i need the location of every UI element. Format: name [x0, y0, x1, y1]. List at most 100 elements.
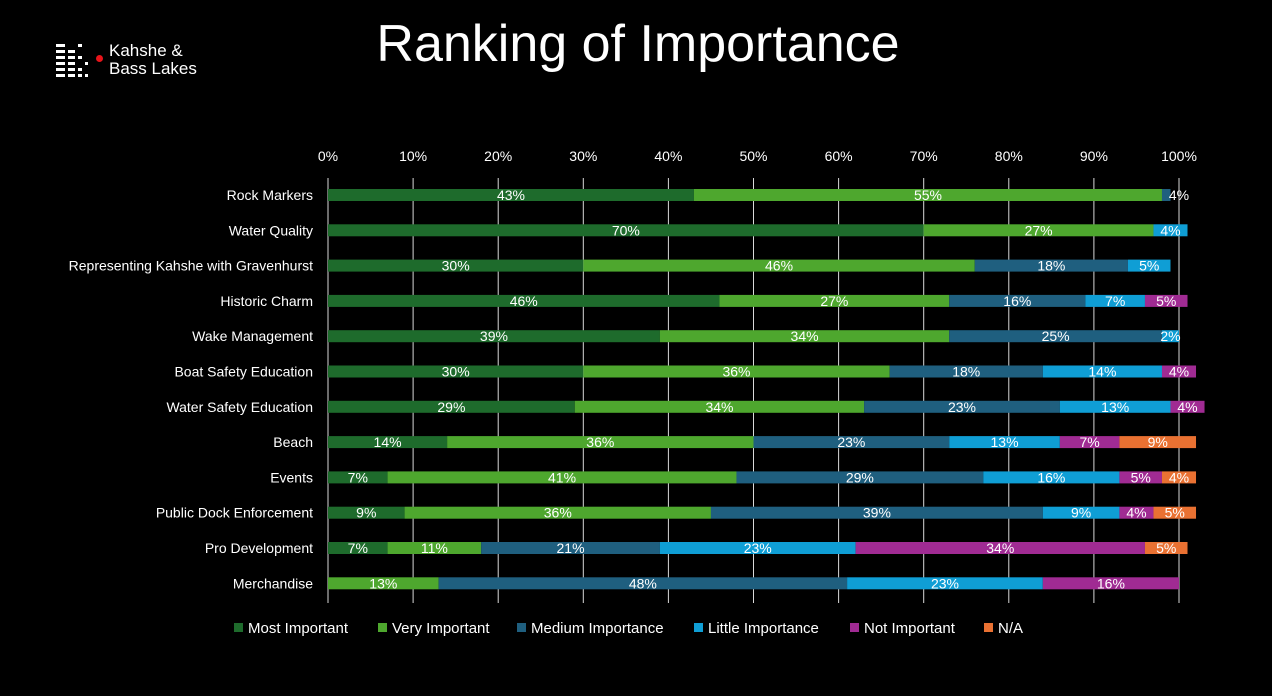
- x-tick-label: 20%: [484, 148, 512, 164]
- bar-segment: [889, 365, 1043, 378]
- legend-label: Little Importance: [708, 620, 819, 637]
- legend-swatch: [984, 623, 993, 632]
- bar-segment: [574, 400, 865, 413]
- x-tick-label: 40%: [654, 148, 682, 164]
- category-label: Historic Charm: [220, 293, 313, 309]
- data-label: 36%: [586, 434, 614, 450]
- bar-segment: [328, 189, 694, 201]
- data-label: 7%: [1080, 434, 1100, 450]
- data-label: 16%: [1003, 293, 1031, 309]
- data-label: 34%: [705, 399, 733, 415]
- data-label: 23%: [948, 399, 976, 415]
- category-label: Public Dock Enforcement: [156, 505, 313, 521]
- data-label: 7%: [1105, 293, 1125, 309]
- data-label: 55%: [914, 187, 942, 203]
- bar-segment: [923, 224, 1154, 237]
- data-label: 29%: [437, 399, 465, 415]
- bar-segment: [1042, 365, 1162, 378]
- chart-title: Ranking of Importance: [376, 15, 900, 73]
- data-label: 4%: [1126, 505, 1146, 521]
- category-label: Wake Management: [192, 328, 313, 344]
- bar-segment: [1042, 577, 1179, 590]
- bar-segment: [328, 365, 584, 378]
- bar-segment: [949, 330, 1162, 343]
- legend-swatch: [850, 623, 859, 632]
- category-label: Merchandise: [233, 575, 313, 591]
- data-label: 34%: [986, 540, 1014, 556]
- data-label: 23%: [744, 540, 772, 556]
- bar-segment: [328, 259, 584, 272]
- data-label: 13%: [991, 434, 1019, 450]
- bar-segment: [659, 330, 950, 343]
- data-label: 27%: [1025, 222, 1053, 238]
- bar-segment: [1153, 224, 1188, 237]
- logo-line1: Kahshe &: [109, 41, 183, 60]
- bar-segment: [1170, 400, 1205, 413]
- data-label: 13%: [369, 575, 397, 591]
- bar-segment: [1161, 365, 1197, 378]
- data-label: 4%: [1160, 222, 1180, 238]
- data-label: 36%: [722, 364, 750, 380]
- legend-item: N/A: [984, 620, 1023, 637]
- data-label: 14%: [1088, 364, 1116, 380]
- data-label: 5%: [1156, 293, 1176, 309]
- bar-segment: [447, 436, 754, 449]
- data-label: 41%: [548, 469, 576, 485]
- bar-segment: [328, 542, 388, 554]
- bar-segment: [1119, 506, 1154, 519]
- category-label: Water Quality: [229, 222, 313, 238]
- bar-segment: [855, 542, 1145, 554]
- x-tick-label: 90%: [1080, 148, 1108, 164]
- legend-item: Most Important: [234, 620, 348, 637]
- legend-item: Very Important: [378, 620, 490, 637]
- bar-segment: [864, 400, 1060, 413]
- x-tick-label: 100%: [1161, 148, 1197, 164]
- logo-text: Kahshe & Bass Lakes: [109, 42, 197, 78]
- data-label: 5%: [1156, 540, 1176, 556]
- data-label: 36%: [544, 505, 572, 521]
- data-label: 2%: [1160, 328, 1180, 344]
- data-label: 14%: [374, 434, 402, 450]
- x-tick-label: 10%: [399, 148, 427, 164]
- bar-segment: [974, 259, 1128, 272]
- data-label: 13%: [1101, 399, 1129, 415]
- bar-segment: [438, 577, 848, 590]
- bar-segment: [1144, 542, 1188, 554]
- data-label: 18%: [952, 364, 980, 380]
- bar-segment: [387, 471, 737, 484]
- bar-segment: [693, 189, 1162, 201]
- data-label: 4%: [1177, 399, 1197, 415]
- bar-segment: [983, 471, 1120, 484]
- data-label: 39%: [480, 328, 508, 344]
- data-label: 4%: [1169, 364, 1189, 380]
- data-label: 16%: [1097, 575, 1125, 591]
- bar-segment: [1127, 259, 1171, 272]
- legend-swatch: [378, 623, 387, 632]
- bar-segment: [1059, 436, 1120, 449]
- bar-segment: [1119, 471, 1162, 484]
- bar-segment: [1119, 436, 1197, 449]
- bar-segment: [1161, 471, 1197, 484]
- data-label: 5%: [1131, 469, 1151, 485]
- category-label: Events: [270, 469, 313, 485]
- bar-segment: [481, 542, 660, 554]
- category-label: Rock Markers: [227, 187, 313, 203]
- data-label: 70%: [612, 222, 640, 238]
- stacked-bar-chart: 0% 10% 20% 30% 40% 50% 60% 70% 80% 90% 100% Rock Ma…: [69, 148, 1205, 603]
- data-label: 46%: [765, 258, 793, 274]
- data-label: 46%: [510, 293, 538, 309]
- legend-item: Medium Importance: [517, 620, 664, 637]
- bar-segment: [710, 506, 1043, 519]
- data-label: 23%: [931, 575, 959, 591]
- data-label: 7%: [348, 469, 368, 485]
- data-label: 25%: [1042, 328, 1070, 344]
- bar-segment: [328, 436, 448, 449]
- chart-legend: Most Important Very Important Medium Impor…: [0, 620, 1272, 640]
- legend-label: Most Important: [248, 620, 349, 637]
- bar-segment: [404, 506, 711, 519]
- bar-segment: [328, 471, 388, 484]
- data-label: 30%: [442, 364, 470, 380]
- category-label: Pro Development: [205, 540, 313, 556]
- data-label: 11%: [421, 540, 448, 556]
- data-label: 48%: [629, 575, 657, 591]
